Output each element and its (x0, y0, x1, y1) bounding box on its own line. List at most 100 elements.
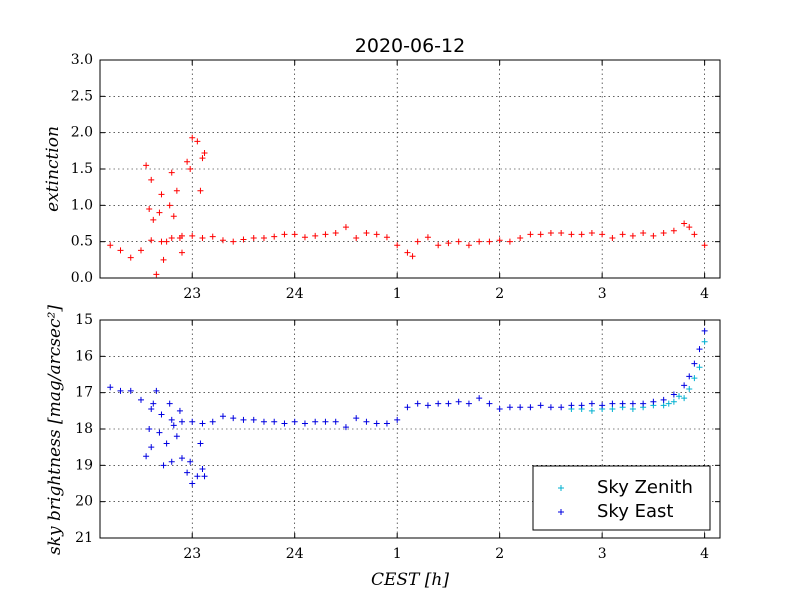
sky-brightness-point-sky-east (465, 400, 472, 407)
sky-brightness-point-sky-east (127, 387, 134, 394)
extinction-point (517, 235, 524, 242)
sky-brightness-point-sky-east-scatter (178, 455, 185, 462)
extinction-point (650, 232, 657, 239)
sky-brightness-point-sky-east (650, 398, 657, 405)
sky-brightness-point-sky-east (537, 402, 544, 409)
sky-brightness-point-sky-east (670, 391, 677, 398)
extinction-point (660, 229, 667, 236)
extinction-point (176, 235, 183, 242)
sky-brightness-point-sky-east (199, 420, 206, 427)
sky-brightness-point-sky-east (260, 418, 267, 425)
extinction-point (383, 234, 390, 241)
extinction-point (199, 155, 206, 162)
legend-marker-glyph (558, 509, 564, 515)
extinction-point (143, 162, 150, 169)
sky-brightness-point-sky-east (404, 404, 411, 411)
extinction-point (170, 213, 177, 220)
extinction-point (168, 235, 175, 242)
chart-title: 2020-06-12 (355, 35, 465, 57)
sky-brightness-point-sky-zenith (670, 398, 677, 405)
extinction-point (332, 229, 339, 236)
sky-brightness-point-sky-east (640, 400, 647, 407)
sky-brightness-point-sky-east (107, 384, 114, 391)
extinction-x-tick-label: 2 (495, 286, 504, 302)
extinction-points (107, 134, 708, 278)
legend-label-sky-east: Sky East (597, 501, 673, 522)
extinction-point (184, 158, 191, 165)
extinction-point (150, 216, 157, 223)
extinction-point (178, 249, 185, 256)
sky-brightness-point-sky-zenith (629, 406, 636, 413)
extinction-point (476, 238, 483, 245)
sky-brightness-point-sky-east (496, 406, 503, 413)
extinction-point (187, 166, 194, 172)
sky-brightness-point-sky-east (178, 418, 185, 425)
sky-brightness-point-sky-east (148, 406, 155, 413)
sky-brightness-point-sky-east (568, 402, 575, 409)
sky-brightness-point-sky-zenith (609, 406, 616, 413)
sky-brightness-point-sky-east (219, 413, 226, 420)
extinction-point (353, 235, 360, 242)
sky-brightness-point-sky-east (271, 418, 278, 425)
extinction-y-tick-label: 2.5 (71, 88, 93, 104)
sky-brightness-point-sky-zenith (696, 364, 703, 371)
extinction-point (409, 253, 416, 260)
sky-brightness-x-tick-label: 2 (495, 546, 504, 562)
extinction-point (527, 231, 534, 238)
sky-brightness-point-sky-east (609, 400, 616, 407)
sky-brightness-point-sky-east (230, 415, 237, 422)
sky-brightness-point-sky-east-scatter (146, 426, 153, 432)
sky-brightness-y-tick-label: 21 (75, 530, 93, 546)
sky-brightness-point-sky-east-scatter (158, 411, 165, 418)
extinction-point (537, 231, 544, 238)
extinction-point (230, 238, 237, 245)
extinction-point (547, 229, 554, 236)
legend-marker-glyph (558, 485, 564, 491)
sky-brightness-point-sky-zenith (701, 338, 708, 345)
extinction-point (599, 231, 606, 238)
extinction-ticks: 23 24 1 2 3 40.00.51.01.52.02.53.0 (71, 52, 720, 302)
sky-brightness-points (107, 327, 708, 487)
sky-brightness-x-tick-label: 4 (700, 546, 709, 562)
sky-brightness-point-sky-east-scatter (194, 473, 201, 480)
extinction-point (558, 229, 565, 236)
extinction-point (681, 220, 688, 227)
sky-brightness-y-axis-label: sky brightness [mag/arcsec²] (45, 305, 65, 555)
extinction-point (194, 138, 201, 145)
legend-box (532, 465, 711, 531)
sky-brightness-point-sky-east-scatter (201, 473, 208, 480)
sky-brightness-point-sky-east (322, 418, 329, 425)
sky-brightness-point-sky-east (117, 387, 124, 394)
sky-brightness-x-tick-label: 1 (393, 546, 402, 562)
extinction-point (148, 237, 155, 244)
sky-brightness-point-sky-east-scatter (187, 458, 194, 465)
extinction-point (127, 254, 134, 261)
sky-brightness-point-sky-east (373, 420, 380, 427)
extinction-point (219, 237, 226, 244)
sky-brightness-point-sky-east (629, 400, 636, 407)
sky-brightness-point-sky-east (701, 327, 708, 334)
sky-brightness-point-sky-east-scatter (184, 469, 191, 476)
extinction-point (199, 235, 206, 242)
sky-brightness-point-sky-east-scatter (143, 453, 150, 460)
extinction-point (640, 229, 647, 236)
extinction-y-tick-label: 0.5 (71, 234, 93, 250)
sky-brightness-point-sky-east-scatter (170, 422, 177, 429)
extinction-point (312, 232, 319, 239)
extinction-point (588, 229, 595, 236)
extinction-point (373, 231, 380, 238)
extinction-point (691, 231, 698, 238)
extinction-point (686, 224, 693, 231)
extinction-point (158, 191, 165, 198)
sky-brightness-y-tick-label: 16 (75, 348, 93, 364)
extinction-point (506, 238, 513, 245)
sky-brightness-point-sky-zenith (686, 386, 693, 393)
sky-brightness-point-sky-east (189, 418, 196, 425)
sky-brightness-point-sky-east (137, 396, 144, 403)
sky-brightness-point-sky-east (619, 400, 626, 407)
sky-brightness-y-tick-label: 18 (75, 421, 93, 437)
sky-brightness-point-sky-east (312, 418, 319, 425)
extinction-point (363, 229, 370, 236)
extinction-point (250, 235, 257, 242)
extinction-point (578, 231, 585, 238)
